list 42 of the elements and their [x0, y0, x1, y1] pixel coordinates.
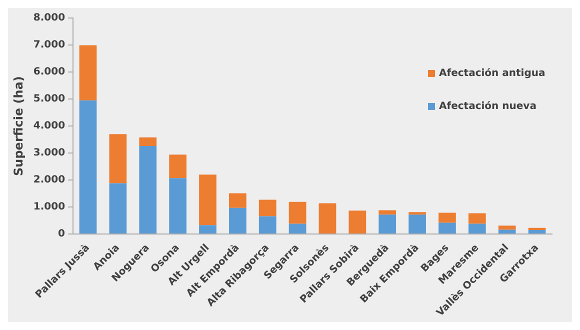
bar — [348, 210, 366, 234]
bar — [139, 137, 157, 146]
bar — [199, 225, 216, 234]
bar — [378, 214, 396, 234]
bar — [79, 100, 97, 234]
bar — [498, 226, 516, 230]
y-tick-label: 6.000 — [33, 66, 66, 78]
bar — [408, 214, 426, 234]
bar — [258, 200, 276, 216]
bar — [438, 212, 456, 223]
bar — [169, 154, 186, 178]
bar — [408, 212, 426, 215]
y-axis-title: Superficie (ha) — [11, 76, 26, 176]
bar — [109, 183, 127, 234]
legend-label: Afectación antigua — [439, 68, 546, 79]
bar — [109, 134, 127, 184]
y-tick-label: 3.000 — [33, 148, 66, 159]
bar — [288, 202, 306, 224]
bar — [468, 213, 486, 224]
y-tick-label: 1.000 — [33, 202, 66, 213]
bar — [468, 224, 486, 234]
y-tick-label: 2.000 — [33, 174, 66, 186]
bar — [139, 146, 157, 234]
y-tick-label: 7.000 — [33, 40, 66, 51]
y-tick-label: 4.000 — [33, 120, 66, 132]
bar — [258, 216, 276, 234]
y-tick-label: 0 — [58, 228, 66, 240]
bar — [79, 45, 97, 100]
bar — [498, 230, 516, 234]
legend-label: Afectación nueva — [439, 101, 536, 112]
bar — [288, 224, 306, 234]
bar — [378, 210, 396, 215]
bar — [318, 203, 336, 234]
bar — [228, 208, 246, 234]
y-tick-label: 5.000 — [33, 94, 66, 105]
bar — [528, 228, 546, 230]
bar — [199, 174, 216, 226]
y-tick-label: 8.000 — [33, 12, 66, 24]
bar — [438, 222, 456, 234]
bar — [228, 193, 246, 208]
bar — [528, 230, 546, 234]
bar — [169, 178, 186, 234]
